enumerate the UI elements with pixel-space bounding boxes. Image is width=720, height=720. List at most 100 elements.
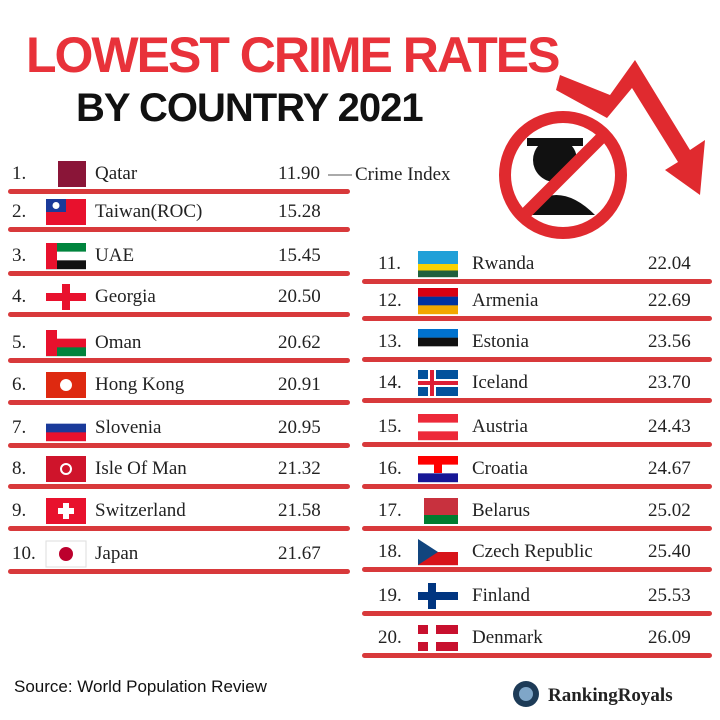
country: Austria [472,416,528,437]
row-divider [8,484,350,489]
row-divider [362,526,712,531]
row-divider [8,189,350,194]
rank: 19. [378,585,402,606]
rank: 20. [378,627,402,648]
row-divider [8,358,350,363]
country: Switzerland [95,500,186,521]
crime-index: 24.67 [648,458,691,479]
country: Slovenia [95,417,162,438]
crime-index: 21.67 [278,543,321,564]
country: Iceland [472,372,528,393]
crime-index: 25.53 [648,585,691,606]
down-arrow [556,60,705,195]
row-divider [8,569,350,574]
flag [418,539,458,566]
row-divider [8,271,350,276]
country: Japan [95,543,139,564]
crime-index: 23.56 [648,331,691,352]
flag [418,288,458,315]
rank: 12. [378,290,402,311]
row-divider [362,484,712,489]
crime-index: 21.58 [278,500,321,521]
flag [418,456,458,483]
rank: 14. [378,372,402,393]
crime-index: 11.90 [278,163,321,184]
rank: 5. [12,332,27,353]
rank: 2. [12,201,27,222]
flag [46,330,86,357]
row-divider [8,443,350,448]
brand: RankingRoyals [548,685,673,706]
country: Czech Republic [472,541,593,562]
country: UAE [95,245,135,266]
country: Finland [472,585,531,606]
row-divider [362,653,712,658]
crime-index: 20.50 [278,286,321,307]
brand-logo [513,681,539,707]
flag [418,498,458,524]
subtitle: BY COUNTRY 2021 [76,86,424,130]
crime-index: 25.02 [648,500,691,521]
crime-index: 21.32 [278,458,321,479]
rank: 17. [378,500,402,521]
row-divider [8,400,350,405]
rank: 10. [12,543,36,564]
country: Estonia [472,331,529,352]
country: Croatia [472,458,528,479]
rank: 16. [378,458,402,479]
row-divider [362,316,712,321]
country: Taiwan(ROC) [95,201,203,222]
row-divider [362,567,712,572]
country: Armenia [472,290,539,311]
crime-index: 20.91 [278,374,321,395]
crime-index: 25.40 [648,541,691,562]
country: Rwanda [472,253,535,274]
rank: 11. [378,253,402,274]
flag [46,161,86,187]
row-divider [362,611,712,616]
flag [46,498,86,524]
flag [46,415,86,442]
country: Oman [95,332,142,353]
row-divider [362,398,712,403]
country: Denmark [472,627,543,648]
row-divider [362,279,712,284]
rank: 3. [12,245,27,266]
flag [418,583,458,609]
rank: 13. [378,331,402,352]
annotation: Crime Index [355,164,451,185]
crime-index: 15.45 [278,245,321,266]
rank: 18. [378,541,402,562]
rank: 6. [12,374,27,395]
flag [418,625,458,651]
source: Source: World Population Review [14,677,267,696]
crime-index: 23.70 [648,372,691,393]
crime-index: 22.04 [648,253,691,274]
title: LOWEST CRIME RATES [26,27,561,83]
flag [45,540,87,568]
crime-index: 15.28 [278,201,321,222]
crime-index: 20.95 [278,417,321,438]
rank: 4. [12,286,27,307]
rank: 9. [12,500,27,521]
flag [418,370,458,396]
country: Belarus [472,500,531,521]
rank: 7. [12,417,27,438]
country: Qatar [95,163,138,184]
flag [418,329,458,356]
flag [46,199,86,225]
row-divider [8,227,350,232]
row-divider [8,526,350,531]
crime-index: 20.62 [278,332,321,353]
crime-index: 26.09 [648,627,691,648]
country: Hong Kong [95,374,185,395]
flag [418,251,458,278]
rank: 15. [378,416,402,437]
country: Georgia [95,286,156,307]
row-divider [362,442,712,447]
rank: 1. [12,163,27,184]
crime-index: 22.69 [648,290,691,311]
no-crime-icon [499,111,627,239]
